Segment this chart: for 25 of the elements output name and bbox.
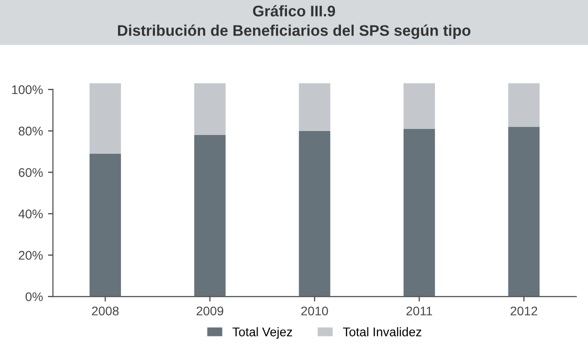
chart-title: Gráfico III.9 — [253, 5, 336, 16]
y-tick-label: 60% — [18, 168, 43, 177]
x-tick-label: 2011 — [406, 306, 432, 316]
bar — [508, 83, 540, 127]
bar — [194, 135, 226, 297]
y-tick-label: 20% — [18, 250, 43, 260]
bar — [194, 83, 226, 136]
x-tick-label: 2012 — [510, 306, 538, 316]
y-tick-label: 80% — [18, 126, 43, 136]
y-tick-label: 40% — [18, 210, 43, 218]
x-tick-label: 2008 — [92, 306, 119, 316]
y-tick-label: 0% — [26, 292, 43, 302]
bar — [404, 128, 435, 297]
bar — [298, 83, 330, 131]
y-tick-label: 100% — [12, 85, 43, 94]
legend-label: Total Vejez — [232, 327, 292, 339]
bar — [404, 83, 435, 129]
bar — [90, 154, 121, 297]
legend-label: Total Invalidez — [342, 327, 422, 336]
bar — [298, 130, 330, 297]
x-tick-label: 2010 — [301, 306, 328, 316]
chart-subtitle: Distribución de Beneficiarios del SPS según tipo — [118, 24, 470, 39]
x-tick-label: 2009 — [196, 306, 224, 316]
bar — [508, 126, 540, 297]
bar — [90, 83, 121, 154]
